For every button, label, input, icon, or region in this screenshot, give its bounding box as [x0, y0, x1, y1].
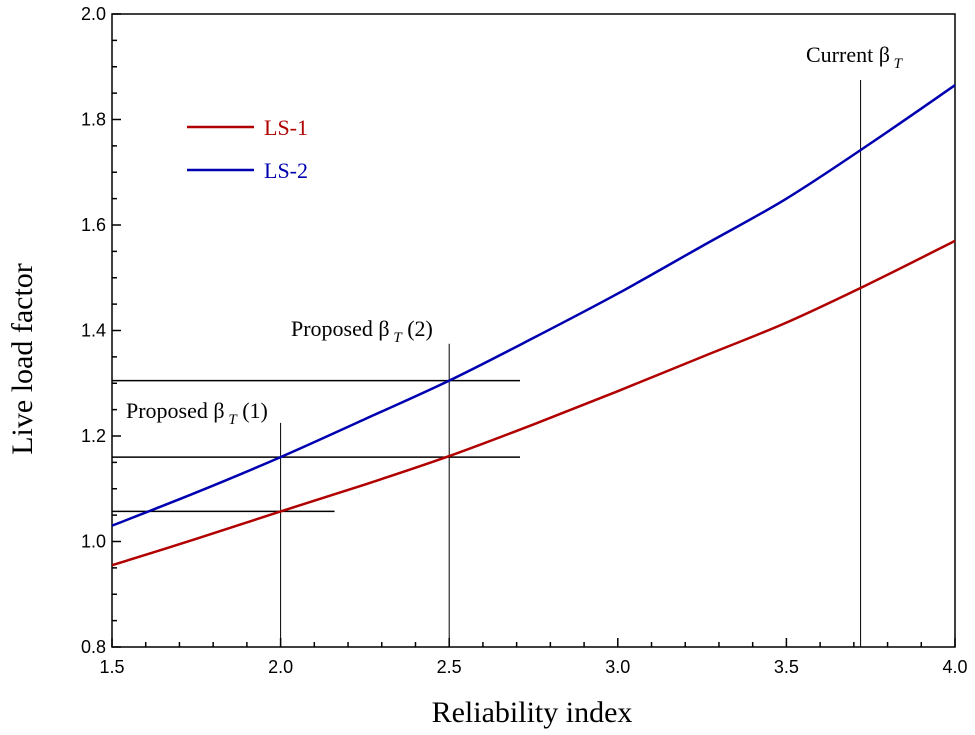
series-line-ls-1: [111, 239, 956, 567]
plot-frame: [111, 13, 956, 648]
y-tick-label: 1.2: [81, 426, 106, 446]
x-tick-label: 4.0: [942, 657, 967, 677]
annotation-proposed-2: Proposed β T (2): [291, 316, 433, 346]
legend-label-ls-2: LS-2: [264, 158, 308, 183]
legend-label-ls-1: LS-1: [264, 115, 308, 140]
y-tick-label: 1.8: [81, 110, 106, 130]
x-tick-label: 3.0: [605, 657, 630, 677]
y-tick-label: 1.0: [81, 532, 106, 552]
y-axis-title: Live load factor: [6, 263, 39, 455]
x-tick-label: 1.5: [99, 657, 124, 677]
x-axis-title: Reliability index: [432, 696, 633, 729]
x-tick-label: 3.5: [774, 657, 799, 677]
series-line-ls-2: [111, 84, 956, 527]
y-tick-label: 1.6: [81, 215, 106, 235]
x-tick-label: 2.5: [437, 657, 462, 677]
y-tick-label: 2.0: [81, 4, 106, 24]
y-tick-label: 1.4: [81, 321, 106, 341]
plot-area: 1.5 2.0 2.5 3.0 3.5 4.0 0.8 1.0 1.2 1.4 1.6 1.8 2.0 L…: [81, 4, 968, 677]
x-tick-label: 2.0: [268, 657, 293, 677]
annotation-current: Current β T: [806, 42, 904, 72]
annotation-proposed-1: Proposed β T (1): [126, 398, 268, 428]
y-tick-label: 0.8: [81, 637, 106, 657]
